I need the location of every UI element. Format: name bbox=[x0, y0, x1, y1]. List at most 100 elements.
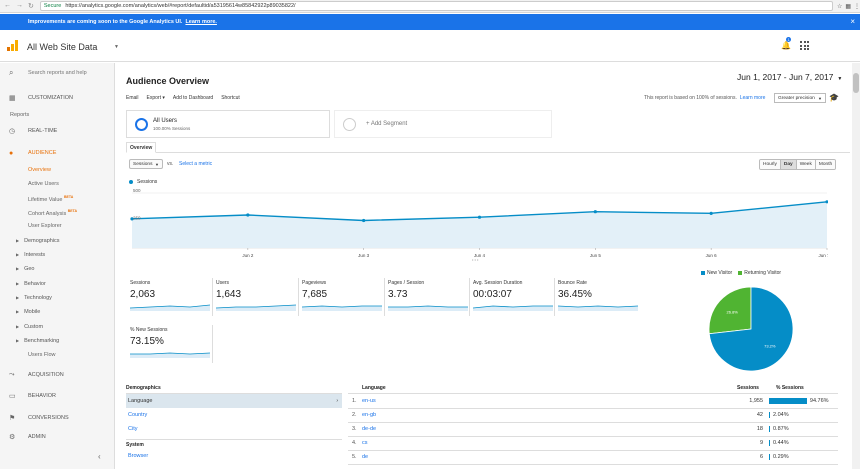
sidebar-item-label: Lifetime Value bbox=[28, 196, 63, 203]
clock-icon: ◷ bbox=[9, 128, 16, 135]
scorecard[interactable]: Avg. Session Duration 00:03:07 bbox=[471, 278, 553, 314]
triangle-right-icon: ▶ bbox=[16, 266, 20, 271]
behavior-icon: ▭ bbox=[9, 393, 16, 400]
language-link[interactable]: de bbox=[362, 454, 369, 460]
pie-slice-returning-visitor[interactable] bbox=[708, 286, 752, 335]
page-title: Audience Overview bbox=[126, 76, 210, 86]
search-input[interactable] bbox=[28, 68, 110, 78]
sidebar-item-active-users[interactable]: Active Users bbox=[28, 181, 59, 187]
address-bar[interactable]: Secure https://analytics.google.com/anal… bbox=[39, 1, 833, 11]
demographics-item-country[interactable]: Country bbox=[128, 412, 148, 418]
sidebar-item-conversions[interactable]: ⚑ CONVERSIONS bbox=[0, 411, 115, 425]
system-item-browser[interactable]: Browser bbox=[128, 453, 149, 459]
analytics-logo-icon[interactable] bbox=[7, 40, 18, 51]
sidebar-item-customization[interactable]: ▦ CUSTOMIZATION bbox=[0, 91, 115, 105]
back-icon[interactable]: ← bbox=[4, 2, 11, 9]
system-header: System bbox=[126, 442, 144, 448]
beta-badge: BETA bbox=[63, 195, 74, 199]
segment-all-users[interactable]: All Users 100.00% Sessions bbox=[126, 110, 330, 138]
sidebar-item-user-explorer[interactable]: User Explorer bbox=[28, 223, 62, 229]
pie-slice-new-visitor[interactable] bbox=[708, 286, 794, 372]
scrollbar-thumb[interactable] bbox=[853, 73, 859, 93]
sidebar-item-behavior-section[interactable]: ▭ BEHAVIOR bbox=[0, 389, 115, 403]
sidebar-item-label: Cohort Analysis bbox=[28, 210, 67, 217]
vertical-scrollbar[interactable] bbox=[852, 63, 860, 469]
pct-value: 0.29% bbox=[773, 454, 789, 460]
scorecard[interactable]: Pages / Session 3.73 bbox=[386, 278, 468, 314]
sidebar-item-label: CUSTOMIZATION bbox=[28, 95, 74, 101]
sidebar-item-realtime[interactable]: ◷ REAL-TIME bbox=[0, 124, 115, 138]
scorecard[interactable]: % New Sessions 73.15% bbox=[128, 325, 210, 361]
language-link[interactable]: en-gb bbox=[362, 412, 377, 418]
metric-select[interactable]: Sessions ▼ bbox=[129, 159, 163, 169]
account-selector[interactable]: All Web Site Data bbox=[27, 42, 98, 52]
table-row: 5. de 6 0.29% bbox=[348, 450, 838, 464]
precision-select[interactable]: Greater precision ▼ bbox=[774, 93, 826, 103]
divider bbox=[348, 436, 838, 437]
reload-icon[interactable]: ↻ bbox=[28, 3, 34, 10]
add-segment-button[interactable]: + Add Segment bbox=[334, 110, 552, 138]
demographics-item-city[interactable]: City bbox=[128, 426, 138, 432]
scorecard[interactable]: Users 1,643 bbox=[214, 278, 296, 314]
sidebar-item-acquisition[interactable]: ⤳ ACQUISITION bbox=[0, 368, 115, 382]
select-metric-link[interactable]: Select a metric bbox=[179, 161, 213, 167]
date-range-picker[interactable]: Jun 1, 2017 - Jun 7, 2017 ▼ bbox=[737, 72, 842, 82]
language-link[interactable]: cs bbox=[362, 440, 368, 446]
period-day-button[interactable]: Day bbox=[780, 160, 797, 169]
sidebar-item-benchmarking[interactable]: ▶ Benchmarking bbox=[16, 338, 59, 344]
add-to-dashboard-button[interactable]: Add to Dashboard bbox=[172, 95, 214, 101]
sidebar-item-mobile[interactable]: ▶ Mobile bbox=[16, 309, 40, 315]
legend-swatch bbox=[738, 270, 743, 275]
collapse-sidebar-icon[interactable]: ‹ bbox=[98, 452, 101, 461]
sidebar-item-behavior[interactable]: ▶ Behavior bbox=[16, 281, 46, 287]
precision-label: Greater precision bbox=[778, 95, 815, 101]
scorecard-value: 1,643 bbox=[216, 289, 242, 300]
sidebar-item-label: Mobile bbox=[24, 309, 41, 315]
sidebar-item-lifetime-value[interactable]: Lifetime Value BETA bbox=[28, 195, 73, 203]
banner-learn-more-link[interactable]: Learn more. bbox=[185, 19, 217, 25]
email-button[interactable]: Email bbox=[126, 95, 139, 101]
demographics-item-language[interactable]: Language › bbox=[126, 394, 342, 408]
graduation-cap-icon[interactable]: 🎓 bbox=[829, 93, 839, 102]
triangle-right-icon: ▶ bbox=[16, 238, 20, 243]
sidebar-item-demographics[interactable]: ▶ Demographics bbox=[16, 238, 60, 244]
triangle-right-icon: ▶ bbox=[16, 324, 20, 329]
sidebar-item-interests[interactable]: ▶ Interests bbox=[16, 252, 45, 258]
period-month-button[interactable]: Month bbox=[815, 160, 836, 169]
sessions-value: 42 bbox=[756, 412, 763, 418]
pct-value: 2.04% bbox=[773, 412, 789, 418]
extension-icon[interactable]: ▦ bbox=[845, 3, 851, 10]
export-button[interactable]: Export ▾ bbox=[146, 95, 165, 101]
shortcut-button[interactable]: Shortcut bbox=[221, 95, 240, 101]
sidebar-item-admin[interactable]: ⚙ ADMIN bbox=[0, 430, 115, 444]
menu-icon[interactable]: ⋮ bbox=[854, 3, 860, 10]
language-link[interactable]: de-de bbox=[362, 426, 377, 432]
scorecard-label: Bounce Rate bbox=[558, 280, 587, 286]
sidebar-item-cohort-analysis[interactable]: Cohort Analysis BETA bbox=[28, 209, 77, 217]
learn-more-link[interactable]: Learn more bbox=[739, 95, 766, 101]
apps-grid-icon[interactable] bbox=[800, 41, 809, 50]
data-point bbox=[709, 211, 713, 215]
scorecard[interactable]: Sessions 2,063 bbox=[128, 278, 210, 314]
chevron-down-icon[interactable]: ▼ bbox=[114, 44, 119, 50]
scorecard[interactable]: Pageviews 7,685 bbox=[300, 278, 382, 314]
sidebar-item-users-flow[interactable]: Users Flow bbox=[28, 352, 56, 358]
sidebar-item-audience[interactable]: ● AUDIENCE bbox=[0, 146, 115, 160]
sidebar-item-custom[interactable]: ▶ Custom bbox=[16, 324, 43, 330]
scorecard[interactable]: Bounce Rate 36.45% bbox=[556, 278, 638, 314]
tab-overview[interactable]: Overview bbox=[126, 142, 157, 153]
star-icon[interactable]: ☆ bbox=[836, 3, 843, 10]
search-icon: ⌕ bbox=[9, 68, 14, 77]
sidebar-item-technology[interactable]: ▶ Technology bbox=[16, 295, 52, 301]
period-hourly-button[interactable]: Hourly bbox=[760, 160, 781, 169]
sidebar-item-geo[interactable]: ▶ Geo bbox=[16, 266, 34, 272]
language-link[interactable]: en-us bbox=[362, 398, 376, 404]
forward-icon[interactable]: → bbox=[16, 2, 23, 9]
close-icon[interactable]: × bbox=[850, 17, 855, 26]
notification-badge: 1 bbox=[786, 37, 792, 42]
notification-bell-icon[interactable]: 🔔 1 bbox=[781, 37, 792, 50]
triangle-right-icon: ▶ bbox=[16, 295, 20, 300]
period-week-button[interactable]: Week bbox=[796, 160, 816, 169]
sidebar-item-overview[interactable]: Overview bbox=[28, 167, 51, 173]
data-point bbox=[477, 215, 482, 219]
